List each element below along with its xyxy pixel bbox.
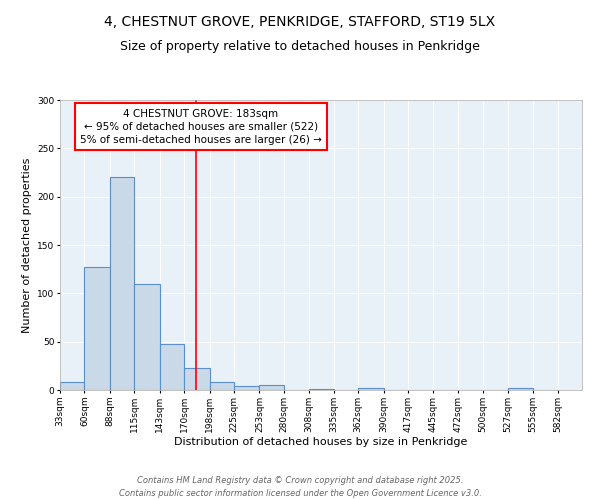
Bar [110,178,134,390]
Bar [160,344,184,390]
Text: 4, CHESTNUT GROVE, PENKRIDGE, STAFFORD, ST19 5LX: 4, CHESTNUT GROVE, PENKRIDGE, STAFFORD, … [104,15,496,29]
Bar [234,386,259,390]
Text: Contains HM Land Registry data © Crown copyright and database right 2025.
Contai: Contains HM Land Registry data © Crown c… [119,476,481,498]
Bar [309,389,334,390]
Bar [209,382,234,390]
Bar [184,368,209,390]
Bar [508,388,533,390]
X-axis label: Distribution of detached houses by size in Penkridge: Distribution of detached houses by size … [175,438,467,448]
Text: 4 CHESTNUT GROVE: 183sqm
← 95% of detached houses are smaller (522)
5% of semi-d: 4 CHESTNUT GROVE: 183sqm ← 95% of detach… [80,108,322,145]
Bar [134,284,160,390]
Bar [60,382,85,390]
Text: Size of property relative to detached houses in Penkridge: Size of property relative to detached ho… [120,40,480,53]
Bar [259,385,284,390]
Bar [85,267,110,390]
Y-axis label: Number of detached properties: Number of detached properties [22,158,32,332]
Bar [358,388,383,390]
